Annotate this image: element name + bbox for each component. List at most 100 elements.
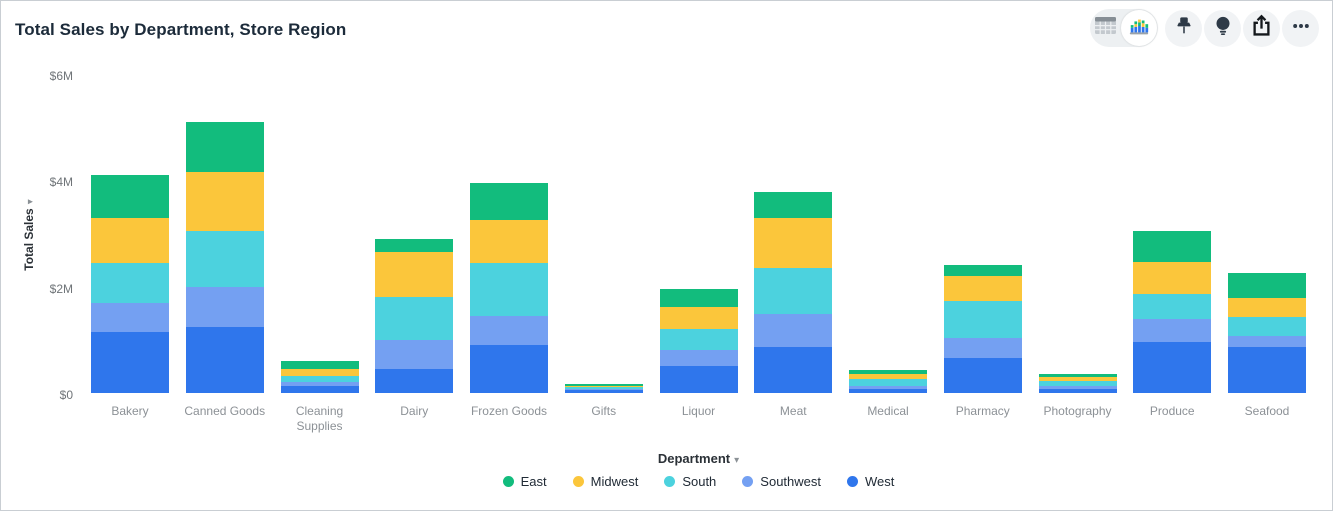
- x-axis-label: Department ▾: [657, 451, 740, 466]
- bar-segment-southwest[interactable]: [375, 339, 454, 370]
- bar-segment-south[interactable]: [1038, 381, 1117, 387]
- legend-item-south[interactable]: South: [664, 474, 716, 489]
- x-category-label: Gifts: [591, 404, 617, 418]
- legend-item-southwest[interactable]: Southwest: [742, 474, 821, 489]
- bar-produce[interactable]: [1133, 231, 1212, 393]
- bar-bakery[interactable]: [91, 175, 169, 393]
- table-view-button[interactable]: [1090, 9, 1121, 47]
- y-axis-label[interactable]: Total Sales▾: [22, 199, 36, 271]
- bar-segment-south[interactable]: [659, 329, 738, 351]
- x-category-label: Frozen Goods: [470, 404, 548, 418]
- bar-segment-south[interactable]: [1133, 294, 1212, 320]
- bar-segment-southwest[interactable]: [91, 302, 169, 332]
- bar-segment-west[interactable]: [564, 390, 643, 393]
- bar-segment-southwest[interactable]: [659, 350, 738, 367]
- bar-segment-east[interactable]: [1038, 373, 1117, 377]
- bar-segment-midwest[interactable]: [375, 252, 454, 298]
- bar-chart-icon: [1128, 15, 1150, 42]
- bar-segment-west[interactable]: [943, 357, 1022, 393]
- bar-segment-east[interactable]: [375, 238, 454, 253]
- bar-segment-east[interactable]: [1133, 231, 1212, 263]
- bar-segment-south[interactable]: [91, 262, 169, 303]
- bar-segment-west[interactable]: [659, 366, 738, 393]
- chart-view-button[interactable]: [1121, 10, 1157, 46]
- legend-label: West: [865, 474, 895, 489]
- bar-segment-west[interactable]: [185, 326, 264, 393]
- bar-meat[interactable]: [754, 192, 833, 393]
- bar-segment-midwest[interactable]: [470, 220, 548, 263]
- bar-cleaning-supplies[interactable]: [280, 361, 359, 393]
- bar-segment-southwest[interactable]: [564, 388, 643, 391]
- bar-segment-west[interactable]: [754, 347, 833, 393]
- bar-segment-south[interactable]: [849, 379, 927, 386]
- bar-segment-southwest[interactable]: [1038, 386, 1117, 390]
- bar-segment-west[interactable]: [1133, 341, 1212, 393]
- bar-segment-west[interactable]: [1228, 347, 1306, 393]
- bar-liquor[interactable]: [659, 289, 738, 393]
- lightbulb-button[interactable]: [1204, 9, 1241, 47]
- bar-segment-midwest[interactable]: [849, 373, 927, 380]
- bar-segment-west[interactable]: [375, 369, 454, 393]
- bar-segment-south[interactable]: [754, 268, 833, 315]
- bar-segment-midwest[interactable]: [91, 217, 169, 263]
- bar-segment-west[interactable]: [849, 388, 927, 393]
- bar-segment-southwest[interactable]: [754, 314, 833, 348]
- bar-segment-east[interactable]: [185, 121, 264, 173]
- bar-segment-south[interactable]: [943, 301, 1022, 339]
- more-options-button[interactable]: [1282, 9, 1319, 47]
- bar-canned-goods[interactable]: [185, 121, 264, 393]
- bar-segment-south[interactable]: [185, 230, 264, 287]
- bar-segment-east[interactable]: [659, 289, 738, 307]
- bar-dairy[interactable]: [375, 238, 454, 393]
- bar-segment-east[interactable]: [1228, 272, 1306, 298]
- bar-segment-midwest[interactable]: [1038, 376, 1117, 382]
- table-icon: [1095, 17, 1116, 39]
- bar-segment-midwest[interactable]: [943, 276, 1022, 302]
- bar-gifts[interactable]: [564, 383, 643, 393]
- bar-segment-midwest[interactable]: [280, 369, 359, 376]
- bar-segment-south[interactable]: [1228, 317, 1306, 337]
- bar-segment-south[interactable]: [470, 262, 548, 316]
- bar-segment-east[interactable]: [849, 370, 927, 374]
- bar-segment-midwest[interactable]: [1228, 297, 1306, 317]
- bar-segment-east[interactable]: [470, 183, 548, 221]
- x-category-label: Dairy: [400, 404, 429, 418]
- bar-photography[interactable]: [1038, 373, 1117, 393]
- bar-segment-southwest[interactable]: [280, 381, 359, 387]
- export-button[interactable]: [1243, 9, 1280, 47]
- bar-segment-east[interactable]: [754, 192, 833, 219]
- pin-button[interactable]: [1165, 9, 1202, 47]
- x-category-label: Pharmacy: [955, 404, 1010, 418]
- bar-segment-midwest[interactable]: [185, 172, 264, 231]
- view-toggle[interactable]: [1090, 9, 1158, 47]
- bar-segment-west[interactable]: [1038, 389, 1117, 393]
- bar-segment-midwest[interactable]: [564, 385, 643, 388]
- bar-segment-southwest[interactable]: [849, 385, 927, 389]
- bar-segment-southwest[interactable]: [1228, 336, 1306, 348]
- bar-medical[interactable]: [849, 370, 927, 393]
- bar-segment-east[interactable]: [943, 264, 1022, 277]
- bar-segment-southwest[interactable]: [185, 286, 264, 327]
- bar-segment-west[interactable]: [470, 345, 548, 393]
- share-export-icon: [1249, 13, 1274, 43]
- bar-segment-east[interactable]: [91, 175, 169, 218]
- bar-seafood[interactable]: [1228, 272, 1306, 393]
- bar-segment-midwest[interactable]: [754, 218, 833, 269]
- bar-segment-south[interactable]: [375, 297, 454, 340]
- bar-segment-east[interactable]: [280, 361, 359, 370]
- legend-item-east[interactable]: East: [502, 474, 547, 489]
- bar-segment-southwest[interactable]: [470, 315, 548, 346]
- bar-segment-midwest[interactable]: [1133, 262, 1212, 295]
- bar-segment-southwest[interactable]: [943, 338, 1022, 358]
- bar-segment-southwest[interactable]: [1133, 319, 1212, 342]
- bar-segment-east[interactable]: [564, 383, 643, 386]
- legend-item-midwest[interactable]: Midwest: [572, 474, 638, 489]
- bar-segment-midwest[interactable]: [659, 306, 738, 330]
- legend-item-west[interactable]: West: [847, 474, 894, 489]
- bar-segment-west[interactable]: [280, 386, 359, 393]
- bar-segment-west[interactable]: [91, 331, 169, 393]
- bar-segment-south[interactable]: [280, 376, 359, 382]
- bar-pharmacy[interactable]: [943, 264, 1022, 393]
- bar-frozen-goods[interactable]: [470, 183, 548, 393]
- bar-segment-south[interactable]: [564, 387, 643, 389]
